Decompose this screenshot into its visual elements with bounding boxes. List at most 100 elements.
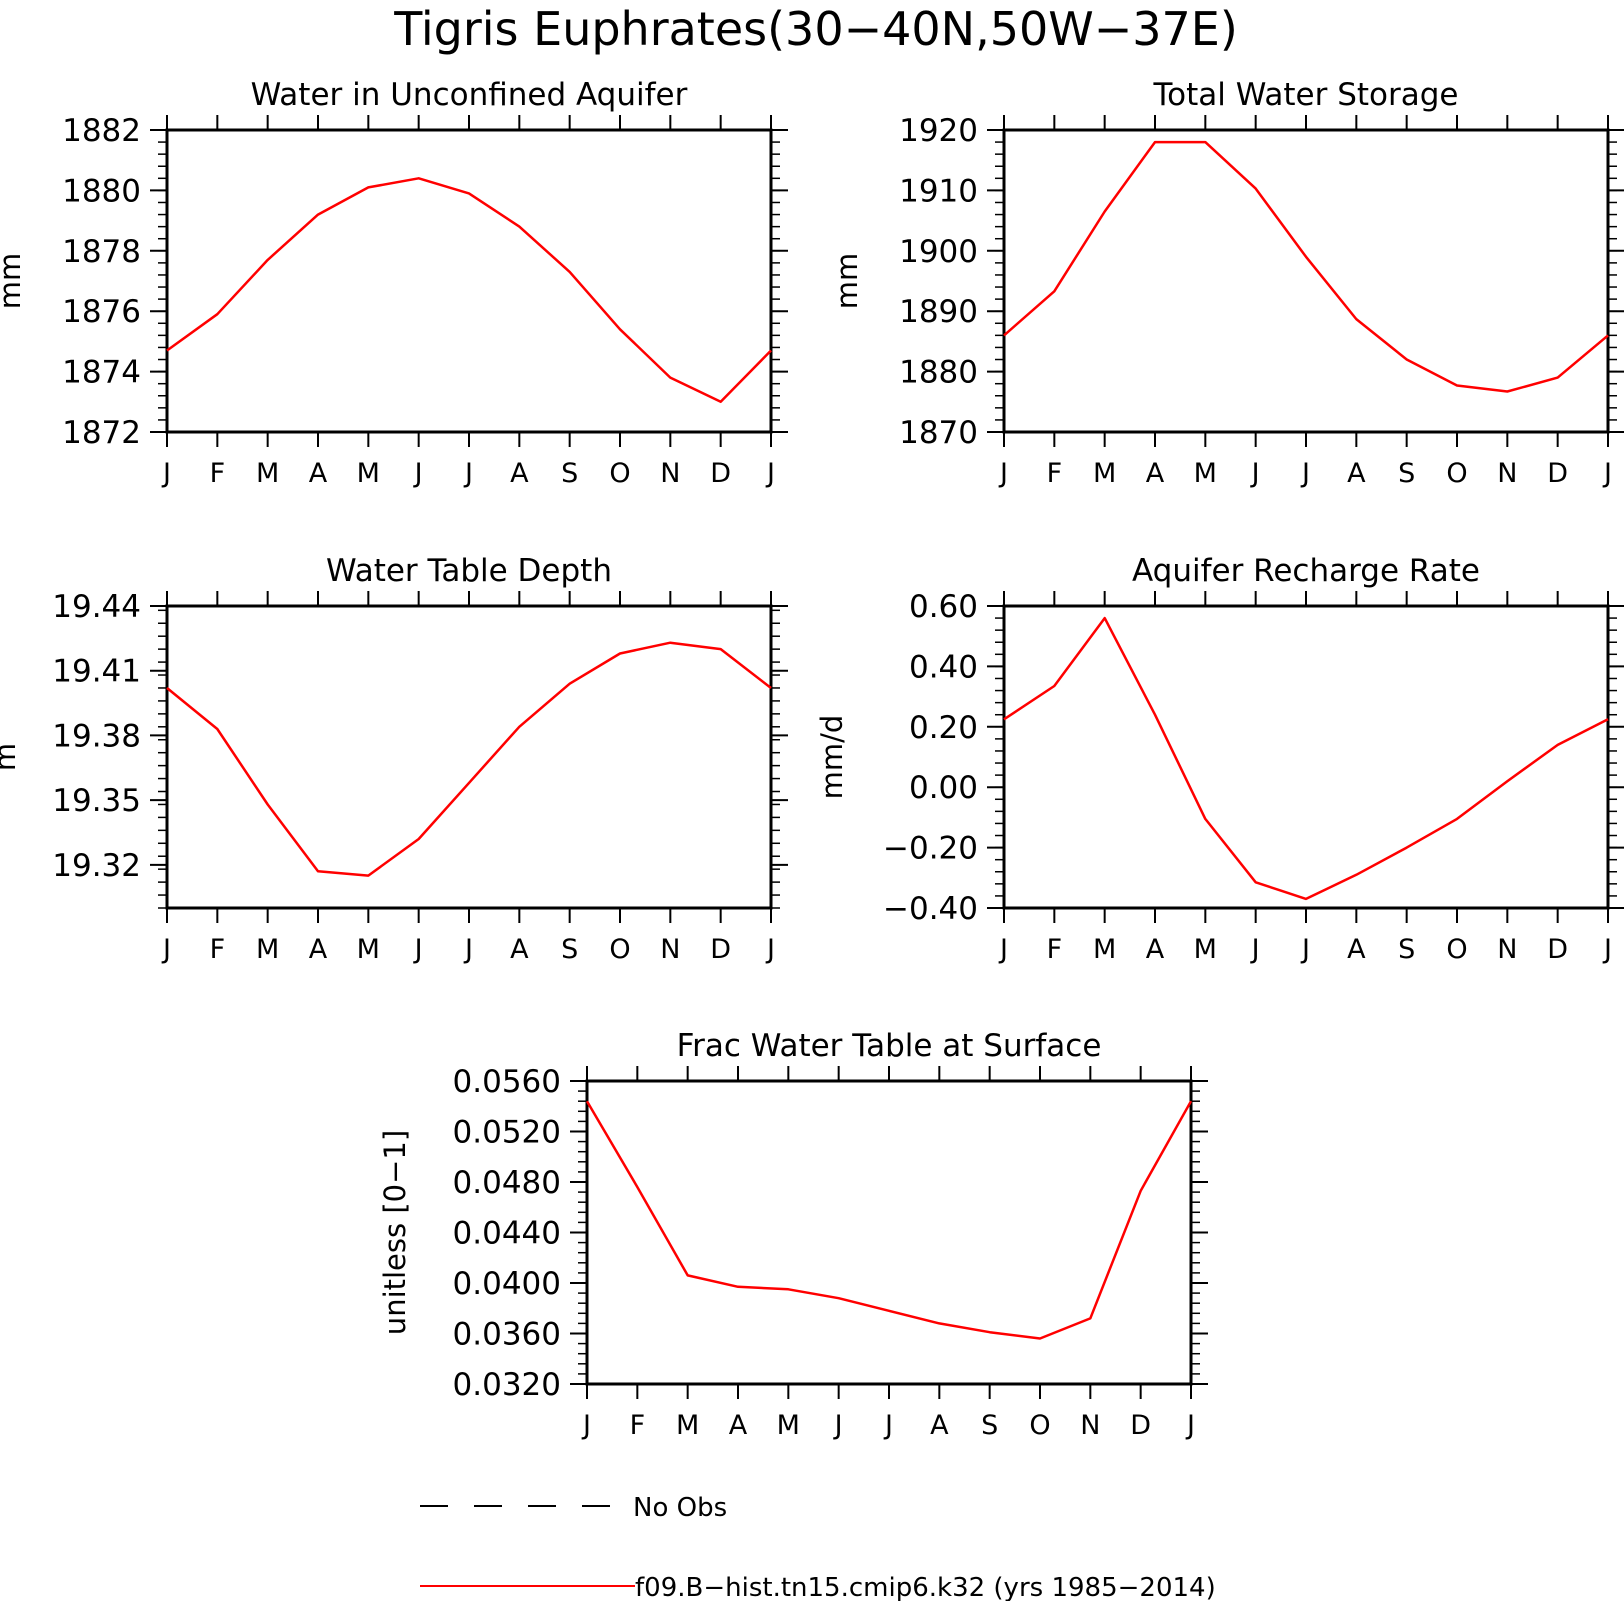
x-tick-label: F <box>630 1410 646 1441</box>
x-tick-label: J <box>765 458 775 489</box>
x-tick-label: J <box>463 458 473 489</box>
x-tick-label: M <box>357 458 380 489</box>
x-tick-label: A <box>1146 934 1165 965</box>
y-tick-label: 1870 <box>899 415 978 451</box>
y-tick-label: 0.0360 <box>453 1317 561 1353</box>
y-tick-label: 1880 <box>62 173 141 209</box>
panel-total-water-storage: J F M A M J J A S O N D J187018801890190019101920Tot… <box>830 77 1624 489</box>
y-tick-label: 19.35 <box>52 783 141 819</box>
x-tick-label: D <box>1547 458 1568 489</box>
panel-title: Water in Unconfined Aquifer <box>251 77 688 113</box>
x-tick-label: O <box>609 458 630 489</box>
y-axis-label: mm/d <box>815 715 849 800</box>
x-tick-label: N <box>1497 458 1517 489</box>
x-tick-label: S <box>981 1410 998 1441</box>
y-tick-label: 1872 <box>62 415 141 451</box>
x-tick-label: J <box>413 458 423 489</box>
plot-frame <box>1002 604 1610 910</box>
panel-aquifer-recharge-rate: J F M A M J J A S O N D J−0.40−0.200.000.200.400.60A… <box>815 553 1624 965</box>
y-tick-label: 0.0400 <box>453 1266 561 1302</box>
y-tick-label: 0.0320 <box>453 1367 561 1403</box>
x-tick-label: D <box>710 934 731 965</box>
x-tick-label: J <box>833 1410 843 1441</box>
plot-frame <box>1002 128 1610 434</box>
panel-title: Total Water Storage <box>1152 77 1458 113</box>
x-tick-label: J <box>1185 1410 1195 1441</box>
y-axis-label: mm <box>0 253 27 310</box>
panel-title: Water Table Depth <box>326 553 612 589</box>
x-tick-label: A <box>1347 934 1366 965</box>
x-tick-label: F <box>1047 458 1063 489</box>
x-tick-label: M <box>1093 934 1116 965</box>
x-tick-label: M <box>256 458 279 489</box>
y-axis-label: mm <box>830 253 864 310</box>
x-tick-label: A <box>930 1410 949 1441</box>
y-tick-label: 1876 <box>62 294 141 330</box>
figure-title: Tigris Euphrates(30−40N,50W−37E) <box>393 2 1238 56</box>
x-tick-label: M <box>777 1410 800 1441</box>
x-tick-label: J <box>883 1410 893 1441</box>
y-tick-label: 1920 <box>899 113 978 149</box>
x-tick-label: S <box>561 458 578 489</box>
y-tick-label: 19.38 <box>52 718 141 754</box>
panel-title: Frac Water Table at Surface <box>677 1028 1102 1064</box>
y-tick-label: −0.40 <box>883 891 978 927</box>
y-tick-label: 0.60 <box>909 589 978 625</box>
x-tick-label: D <box>1130 1410 1151 1441</box>
x-tick-label: D <box>710 458 731 489</box>
y-tick-label: 0.0440 <box>453 1216 561 1252</box>
panel-title: Aquifer Recharge Rate <box>1132 553 1480 589</box>
x-tick-label: M <box>357 934 380 965</box>
x-tick-label: M <box>1093 458 1116 489</box>
x-tick-label: J <box>1602 458 1612 489</box>
y-tick-label: 1874 <box>62 355 141 391</box>
x-tick-label: A <box>1146 458 1165 489</box>
x-tick-label: J <box>1300 934 1310 965</box>
x-tick-label: J <box>161 934 171 965</box>
x-tick-label: F <box>210 934 226 965</box>
y-tick-label: 1900 <box>899 234 978 270</box>
legend-model-label: f09.B−hist.tn15.cmip6.k32 (yrs 1985−2014… <box>635 1573 1216 1601</box>
y-tick-label: 1880 <box>899 355 978 391</box>
series-line <box>166 177 772 404</box>
x-tick-label: J <box>161 458 171 489</box>
x-tick-label: F <box>210 458 226 489</box>
x-tick-label: J <box>998 934 1008 965</box>
y-axis-label: unitless [0−1] <box>378 1130 412 1335</box>
x-tick-label: J <box>765 934 775 965</box>
x-tick-label: D <box>1547 934 1568 965</box>
series-line <box>1003 140 1609 393</box>
plot-frame <box>585 1079 1193 1386</box>
x-tick-label: N <box>660 934 680 965</box>
panel-water-in-unconfined-aquifer: J F M A M J J A S O N D J187218741876187818801882Wat… <box>0 77 788 489</box>
y-tick-label: 1890 <box>899 294 978 330</box>
x-tick-label: S <box>561 934 578 965</box>
x-tick-label: M <box>256 934 279 965</box>
y-tick-label: 19.32 <box>52 848 141 884</box>
x-tick-label: O <box>1446 934 1467 965</box>
y-tick-label: 19.44 <box>52 589 141 625</box>
x-tick-label: S <box>1398 934 1415 965</box>
x-tick-label: J <box>1300 458 1310 489</box>
x-tick-label: O <box>1029 1410 1050 1441</box>
y-tick-label: 0.00 <box>909 770 978 806</box>
x-tick-label: M <box>1194 934 1217 965</box>
y-tick-label: 0.0520 <box>453 1115 561 1151</box>
x-tick-label: O <box>609 934 630 965</box>
y-axis-label: m <box>0 743 22 771</box>
legend-no-obs-label: No Obs <box>633 1493 727 1523</box>
series-line <box>585 1100 1193 1340</box>
y-tick-label: −0.20 <box>883 831 978 867</box>
y-tick-label: 1878 <box>62 234 141 270</box>
x-tick-label: J <box>413 934 423 965</box>
x-tick-label: M <box>1194 458 1217 489</box>
x-tick-label: A <box>309 458 328 489</box>
x-tick-label: J <box>998 458 1008 489</box>
x-tick-label: A <box>729 1410 748 1441</box>
y-tick-label: 19.41 <box>52 654 141 690</box>
series-line <box>166 641 772 877</box>
x-tick-label: A <box>510 934 529 965</box>
x-tick-label: N <box>1497 934 1517 965</box>
panel-frac-water-table-at-surface: J F M A M J J A S O N D J0.03200.03600.04000.04400.0… <box>378 1028 1208 1441</box>
